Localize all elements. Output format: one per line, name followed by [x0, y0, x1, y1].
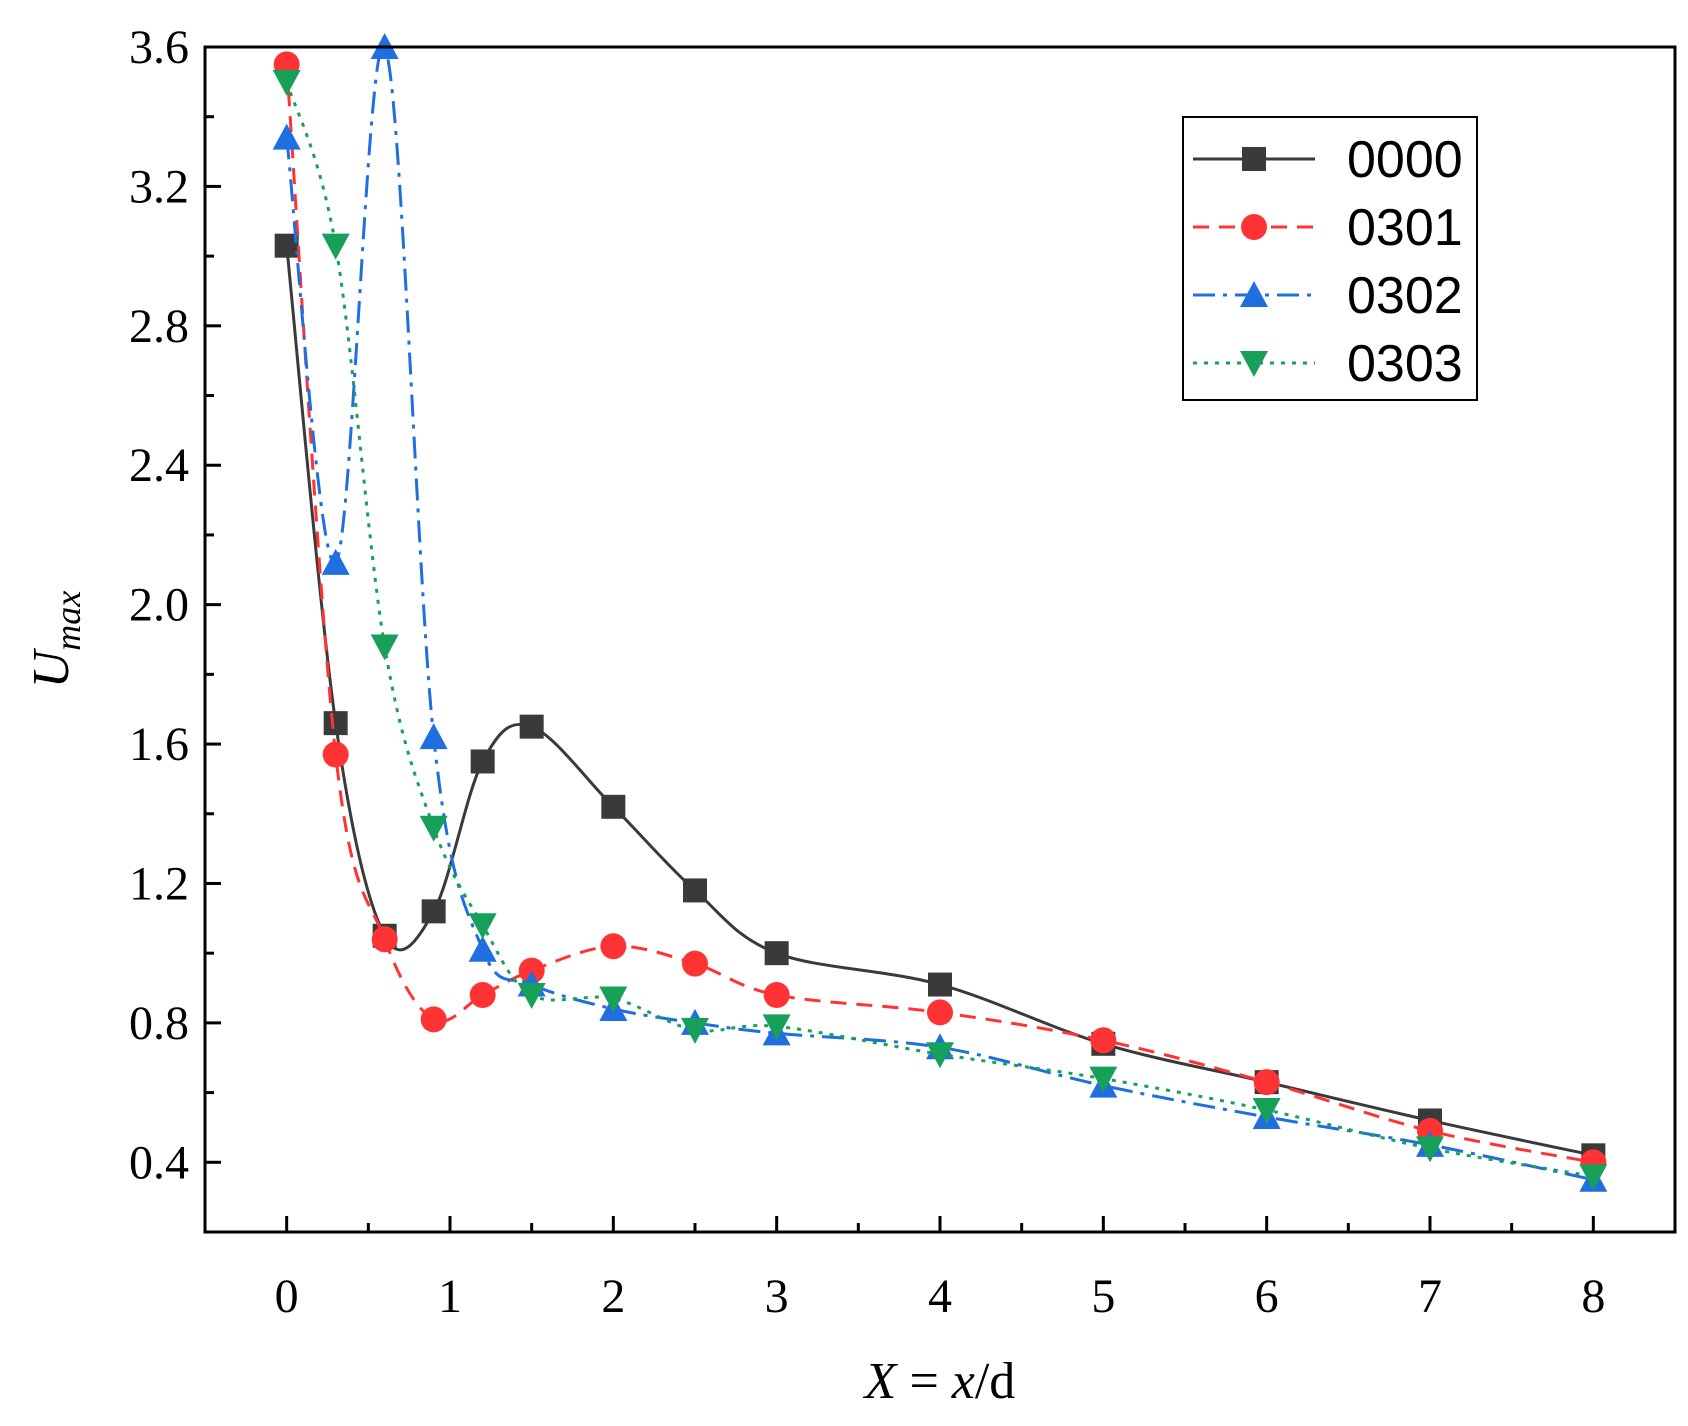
legend-marker	[1240, 351, 1268, 377]
y-axis-title-subscript: max	[48, 591, 88, 651]
x-tick-label: 8	[1581, 1270, 1605, 1323]
data-point-0303	[517, 983, 546, 1009]
x-tick-label: 3	[765, 1270, 789, 1323]
data-point-0301	[420, 1006, 447, 1033]
series-line-0302	[285, 44, 1594, 1182]
data-point-0303	[1579, 1164, 1608, 1191]
data-point-0000	[421, 899, 446, 924]
data-point-0303	[321, 233, 350, 260]
x-tick-label: 2	[601, 1270, 625, 1323]
data-point-0303	[468, 913, 497, 940]
series-0303	[272, 69, 1608, 1191]
data-point-0301	[763, 982, 790, 1008]
legend-label: 0301	[1347, 199, 1463, 257]
x-axis-title: X = x/d	[863, 1353, 1016, 1410]
data-point-0302	[321, 548, 350, 575]
legend-marker	[1241, 214, 1267, 240]
y-tick-label: 3.6	[129, 21, 189, 74]
data-point-0301	[927, 999, 953, 1026]
y-tick-label: 2.0	[129, 579, 189, 632]
legend-item-0301: 0301	[1193, 199, 1463, 257]
x-axis-title-eq: =	[896, 1353, 951, 1410]
data-point-0303	[1416, 1136, 1444, 1163]
y-axis-title-main: U	[23, 647, 80, 688]
x-axis-title-x: x	[951, 1353, 975, 1410]
data-point-0000	[764, 941, 789, 966]
legend-marker	[1242, 147, 1266, 171]
data-point-0303	[926, 1042, 954, 1069]
data-point-0301	[1253, 1069, 1280, 1096]
axes-layer: 0 1 2 3 4 5 6 7 8 0.4 0.8 1.2 1.6 2.0 2.4 2.8 3.2 3.6	[129, 21, 1605, 1323]
data-point-0303	[681, 1017, 709, 1044]
x-axis-title-var: X	[863, 1353, 899, 1410]
series-line-0303	[285, 81, 1594, 1178]
data-point-0000	[928, 972, 952, 997]
x-axis-title-slash: /d	[975, 1353, 1015, 1410]
legend-item-0302: 0302	[1193, 267, 1463, 325]
y-tick-label: 1.2	[129, 857, 189, 910]
data-point-0000	[323, 711, 348, 736]
data-point-0303	[419, 815, 448, 842]
data-point-0302	[272, 123, 301, 150]
legend-label: 0303	[1347, 335, 1463, 393]
y-tick-label: 1.6	[129, 718, 189, 771]
data-point-0302	[468, 935, 497, 962]
y-tick-label: 0.8	[129, 997, 189, 1050]
x-tick-label: 7	[1418, 1270, 1442, 1323]
data-point-0303	[762, 1014, 791, 1041]
data-point-0000	[683, 878, 707, 903]
x-tick-label: 6	[1255, 1270, 1279, 1323]
data-point-0303	[599, 986, 628, 1013]
x-tick-label: 1	[438, 1270, 462, 1323]
series-layer	[272, 33, 1608, 1192]
data-point-0303	[1089, 1066, 1118, 1093]
legend-box	[1182, 116, 1478, 401]
y-tick-label: 3.2	[129, 160, 189, 213]
data-point-0301	[682, 950, 708, 977]
y-tick-label: 0.4	[129, 1136, 189, 1189]
data-point-0302	[419, 723, 448, 750]
data-point-0303	[272, 69, 301, 96]
legend: 0000 0301 0302 0303	[1182, 116, 1478, 401]
data-point-0000	[470, 749, 495, 774]
legend-label: 0302	[1347, 267, 1463, 325]
y-tick-label: 2.4	[129, 439, 189, 492]
data-point-0303	[370, 634, 399, 661]
data-point-0301	[322, 741, 349, 768]
data-point-0301	[600, 933, 627, 960]
x-tick-label: 0	[275, 1270, 299, 1323]
legend-item-0000: 0000	[1193, 131, 1463, 189]
legend-item-0303: 0303	[1193, 335, 1463, 393]
x-tick-label: 4	[928, 1270, 952, 1323]
legend-label: 0000	[1347, 131, 1463, 189]
y-axis-title: Umax	[23, 591, 88, 689]
legend-marker	[1240, 281, 1268, 307]
data-point-0000	[274, 233, 299, 258]
y-tick-label: 2.8	[129, 300, 189, 353]
data-point-0303	[1252, 1098, 1281, 1125]
data-point-0301	[371, 926, 398, 953]
data-point-0000	[601, 794, 626, 819]
x-tick-label: 5	[1091, 1270, 1115, 1323]
data-point-0301	[1090, 1027, 1117, 1054]
data-point-0000	[519, 714, 544, 739]
data-point-0301	[469, 982, 496, 1008]
